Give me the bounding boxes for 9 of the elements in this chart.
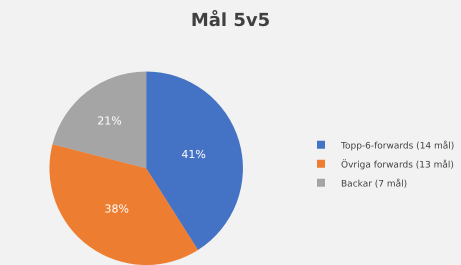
data-label: 21% (97, 114, 122, 128)
pie-slice (146, 72, 243, 250)
legend-label: Övriga forwards (13 mål) (341, 158, 454, 170)
data-label: 38% (104, 202, 129, 216)
pie-slice (52, 72, 146, 168)
data-label: 41% (181, 148, 206, 161)
chart-title: Mål 5v5 (190, 10, 270, 31)
legend-label: Backar (7 mål) (341, 178, 408, 190)
legend-label: Topp-6-forwards (14 mål) (340, 140, 454, 152)
